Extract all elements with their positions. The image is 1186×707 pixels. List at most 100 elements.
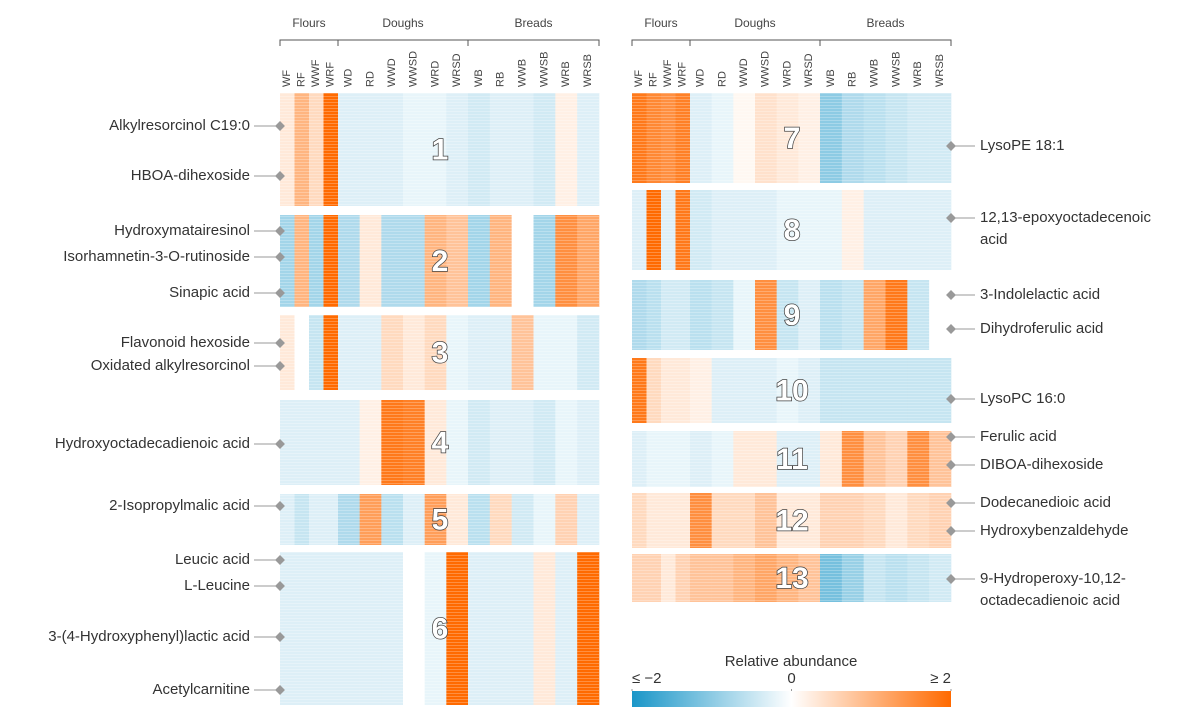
marker: [946, 213, 956, 223]
group-label: Doughs: [734, 16, 775, 30]
column-label: WD: [695, 69, 707, 87]
column-label: WRD: [429, 61, 441, 87]
colorbar: [632, 691, 951, 707]
annotation: L-Leucine: [184, 577, 250, 594]
colorbar-tick-label: 0: [787, 670, 795, 687]
annotation: DIBOA-dihexoside: [980, 456, 1103, 473]
cluster-number: 10: [775, 374, 808, 407]
marker: [275, 361, 285, 371]
annotation: Sinapic acid: [169, 284, 250, 301]
group-label: Flours: [644, 16, 677, 30]
texture: [632, 358, 951, 423]
column-label: RD: [364, 71, 376, 87]
marker: [946, 432, 956, 442]
marker: [275, 252, 285, 262]
annotation: Flavonoid hexoside: [121, 334, 250, 351]
annotation: Hydroxymatairesinol: [114, 222, 250, 239]
texture: [280, 93, 599, 206]
group-label: Breads: [866, 16, 904, 30]
annotation: 3-Indolelactic acid: [980, 286, 1100, 303]
annotation: Ferulic acid: [980, 428, 1057, 445]
cluster-number: 3: [432, 336, 449, 369]
annotation: 2-Isopropylmalic acid: [109, 497, 250, 514]
marker: [946, 460, 956, 470]
column-label: RF: [296, 72, 308, 87]
column-label: WB: [473, 69, 485, 87]
marker: [946, 574, 956, 584]
annotation: acid: [980, 231, 1008, 248]
annotation: Alkylresorcinol C19:0: [109, 117, 250, 134]
column-label: WF: [281, 70, 293, 87]
cluster-number: 2: [432, 245, 449, 278]
marker: [275, 226, 285, 236]
annotation: HBOA-dihexoside: [131, 167, 250, 184]
column-label: RB: [847, 72, 859, 87]
column-label: WWB: [516, 59, 528, 87]
column-label: WWSB: [890, 52, 902, 87]
texture: [632, 493, 951, 548]
column-label: WWF: [662, 59, 674, 87]
column-label: RB: [495, 72, 507, 87]
marker: [275, 555, 285, 565]
annotation: 3-(4-Hydroxyphenyl)lactic acid: [48, 628, 250, 645]
texture: [280, 494, 599, 545]
group-bracket: [689, 39, 821, 46]
annotation: octadecadienoic acid: [980, 592, 1120, 609]
colorbar-title: Relative abundance: [725, 653, 858, 670]
texture: [280, 215, 599, 307]
colorbar-tick-label: ≥ 2: [930, 670, 951, 687]
cluster-number: 8: [784, 214, 801, 247]
column-label: WWF: [310, 59, 322, 87]
group-label: Doughs: [382, 16, 423, 30]
column-label: RD: [716, 71, 728, 87]
texture: [632, 280, 951, 350]
marker: [275, 171, 285, 181]
marker: [275, 581, 285, 591]
marker: [946, 290, 956, 300]
group-label: Flours: [292, 16, 325, 30]
texture: [632, 554, 951, 602]
annotation: LysoPE 18:1: [980, 137, 1065, 154]
group-bracket: [279, 39, 339, 46]
column-label: WF: [633, 70, 645, 87]
column-label: WRSD: [451, 53, 463, 87]
group-bracket: [819, 39, 952, 46]
marker: [946, 526, 956, 536]
cluster-number: 7: [784, 122, 801, 155]
column-label: WB: [825, 69, 837, 87]
cluster-number: 11: [776, 443, 808, 476]
column-label: WWD: [386, 58, 398, 87]
column-label: WRSB: [582, 54, 594, 87]
cluster-number: 4: [432, 426, 449, 459]
texture: [280, 400, 599, 485]
group-bracket: [337, 39, 469, 46]
marker: [275, 338, 285, 348]
column-label: WWSD: [760, 51, 772, 87]
group-bracket: [631, 39, 691, 46]
column-label: RF: [648, 72, 660, 87]
annotation: Isorhamnetin-3-O-rutinoside: [63, 248, 250, 265]
marker: [946, 498, 956, 508]
cluster-number: 6: [432, 612, 449, 645]
column-label: WWD: [738, 58, 750, 87]
colorbar-tick-label: ≤ −2: [632, 670, 662, 687]
annotation: 12,13-epoxyoctadecenoic: [980, 209, 1151, 226]
marker: [275, 632, 285, 642]
annotation: Leucic acid: [175, 551, 250, 568]
texture: [632, 190, 951, 270]
marker: [275, 685, 285, 695]
column-label: WRD: [781, 61, 793, 87]
marker: [275, 439, 285, 449]
annotation: Dodecanedioic acid: [980, 494, 1111, 511]
annotation: Hydroxyoctadecadienoic acid: [55, 435, 250, 452]
texture: [632, 93, 951, 183]
annotation: Oxidated alkylresorcinol: [91, 357, 250, 374]
marker: [946, 141, 956, 151]
cluster-number: 12: [775, 504, 808, 537]
texture: [280, 552, 599, 705]
column-label: WWSB: [538, 52, 550, 87]
annotation: Dihydroferulic acid: [980, 320, 1103, 337]
column-label: WD: [343, 69, 355, 87]
column-label: WRF: [325, 62, 337, 87]
